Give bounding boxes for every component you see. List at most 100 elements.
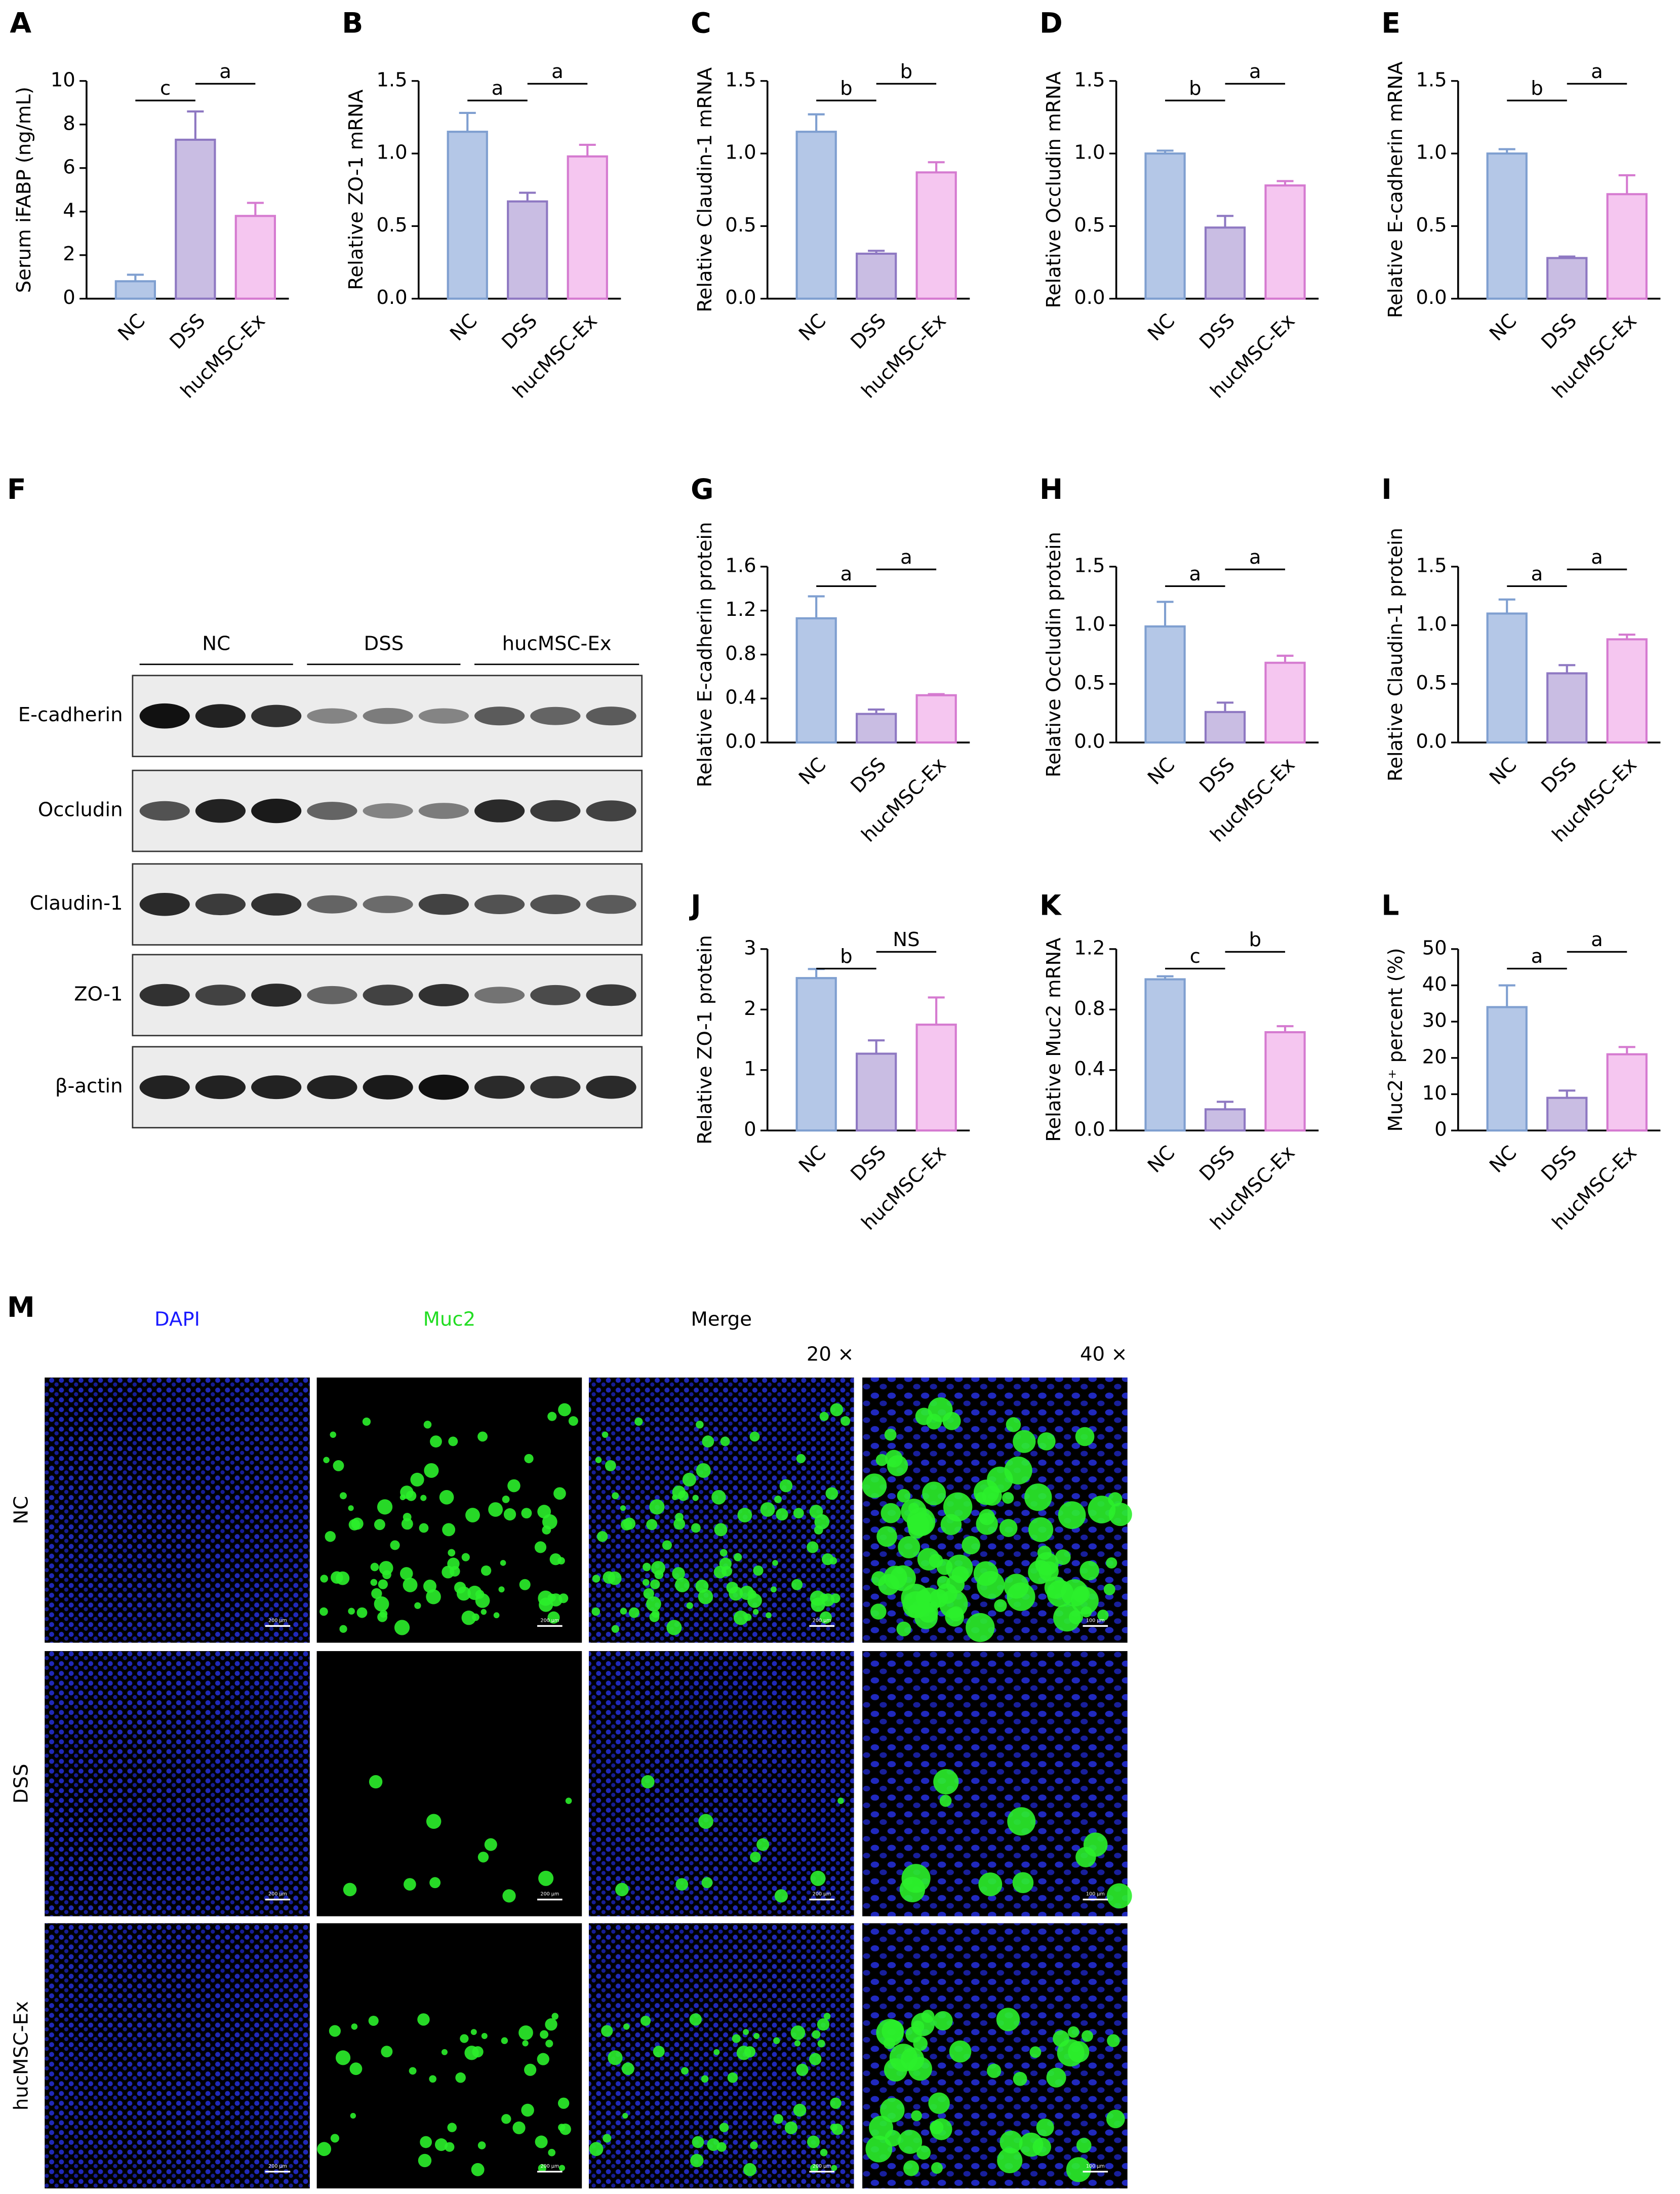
muc2-signal [568, 1416, 578, 1426]
muc2-signal [623, 2023, 630, 2030]
muc2-signal [420, 2136, 432, 2148]
muc2-signal [784, 2121, 797, 2134]
muc2-signal [1002, 1492, 1014, 1504]
muc2-signal [994, 1599, 1007, 1612]
muc2-signal [374, 1519, 385, 1531]
muc2-signal [538, 1590, 553, 1606]
muc2-signal [381, 2046, 393, 2058]
y-tick-label: 0.0 [1074, 286, 1105, 309]
scale-bar-label: 100 μm [1086, 1618, 1105, 1623]
y-tick-label: 0.0 [1074, 730, 1105, 753]
bar [1144, 152, 1186, 300]
muc2-signal [922, 1481, 946, 1506]
muc2-signal [820, 2148, 828, 2157]
blot-band [139, 892, 190, 916]
muc2-signal [939, 1589, 968, 1619]
blot-band [307, 802, 357, 820]
muc2-signal [621, 2062, 634, 2075]
muc2-signal [727, 2072, 738, 2083]
muc2-signal [611, 1625, 620, 1633]
muc2-signal [810, 1590, 825, 1606]
muc2-signal [889, 2044, 918, 2072]
micrograph [316, 1651, 582, 1916]
bar [1606, 638, 1648, 744]
blot-band [195, 799, 246, 823]
muc2-signal [999, 2130, 1023, 2154]
x-tick-label: NC [1143, 1141, 1179, 1177]
y-tick-label: 0.8 [725, 642, 756, 665]
bar [114, 280, 156, 300]
muc2-signal [766, 1612, 772, 1619]
bar [1546, 257, 1588, 300]
muc2-signal [371, 1588, 382, 1599]
x-tick-label: NC [1143, 753, 1179, 789]
blot-band [530, 800, 581, 822]
y-tick-label: 30 [1422, 1009, 1447, 1032]
muc2-signal [1066, 2157, 1091, 2182]
muc2-signal [503, 1508, 516, 1521]
panel-label: H [1039, 473, 1063, 505]
blot-row-label: Occludin [38, 799, 123, 821]
muc2-signal [896, 1621, 911, 1636]
bar [1264, 1031, 1306, 1132]
muc2-signal [603, 2134, 612, 2143]
muc2-signal [471, 2163, 485, 2176]
muc2-signal [819, 1611, 832, 1624]
muc2-signal [831, 2165, 837, 2171]
muc2-signal [817, 2018, 830, 2031]
muc2-signal [1106, 2109, 1125, 2129]
bar [795, 617, 837, 744]
muc2-signal [672, 1495, 678, 1501]
muc2-signal [601, 2025, 613, 2037]
muc2-signal [821, 1593, 834, 1607]
muc2-signal [878, 1574, 900, 1595]
muc2-signal [1088, 1496, 1116, 1523]
blot-band [251, 893, 302, 916]
muc2-signal [678, 1491, 689, 1501]
bar [795, 977, 837, 1132]
muc2-signal [933, 2011, 953, 2031]
muc2-signal [675, 1578, 690, 1592]
blot-band [586, 895, 636, 914]
y-axis-label: Relative E-cadherin protein [694, 522, 716, 787]
blot-band [586, 1075, 636, 1099]
bar [1546, 672, 1588, 744]
muc2-signal [719, 1549, 728, 1557]
bar [1204, 226, 1246, 300]
blot-band [195, 1075, 246, 1100]
muc2-signal [817, 2040, 825, 2048]
muc2-signal [750, 2141, 758, 2149]
muc2-signal [368, 2015, 379, 2026]
significance-label: b [840, 77, 852, 100]
y-tick-label: 1.5 [1074, 554, 1105, 577]
muc2-signal [1028, 1517, 1054, 1542]
muc2-signal [378, 1579, 388, 1589]
panel-label: L [1381, 889, 1399, 921]
group-label: DSS [364, 633, 404, 655]
muc2-signal [620, 1608, 627, 1615]
muc2-signal [713, 2049, 720, 2055]
bar [856, 713, 897, 744]
muc2-signal [401, 1518, 413, 1530]
muc2-signal [441, 2049, 448, 2055]
muc2-signal [621, 1519, 632, 1531]
bar [567, 155, 608, 300]
blot-band [474, 1075, 525, 1099]
muc2-signal [790, 2025, 806, 2040]
muc2-signal [399, 1567, 413, 1580]
x-tick-label: DSS [1195, 1141, 1239, 1185]
blot-band [530, 894, 581, 914]
muc2-signal [1079, 1560, 1099, 1581]
muc2-signal [807, 2135, 820, 2148]
muc2-signal [966, 1613, 995, 1642]
muc2-signal [911, 2110, 922, 2122]
significance-label: NS [893, 928, 919, 951]
muc2-signal [916, 2145, 931, 2160]
muc2-signal [634, 1417, 643, 1426]
muc2-signal [1046, 2067, 1066, 2088]
significance-label: a [1531, 945, 1543, 968]
muc2-signal [472, 1613, 479, 1621]
significance-label: b [1249, 928, 1261, 951]
significance-label: a [1591, 928, 1603, 951]
y-axis-label: Relative ZO-1 protein [694, 935, 716, 1145]
